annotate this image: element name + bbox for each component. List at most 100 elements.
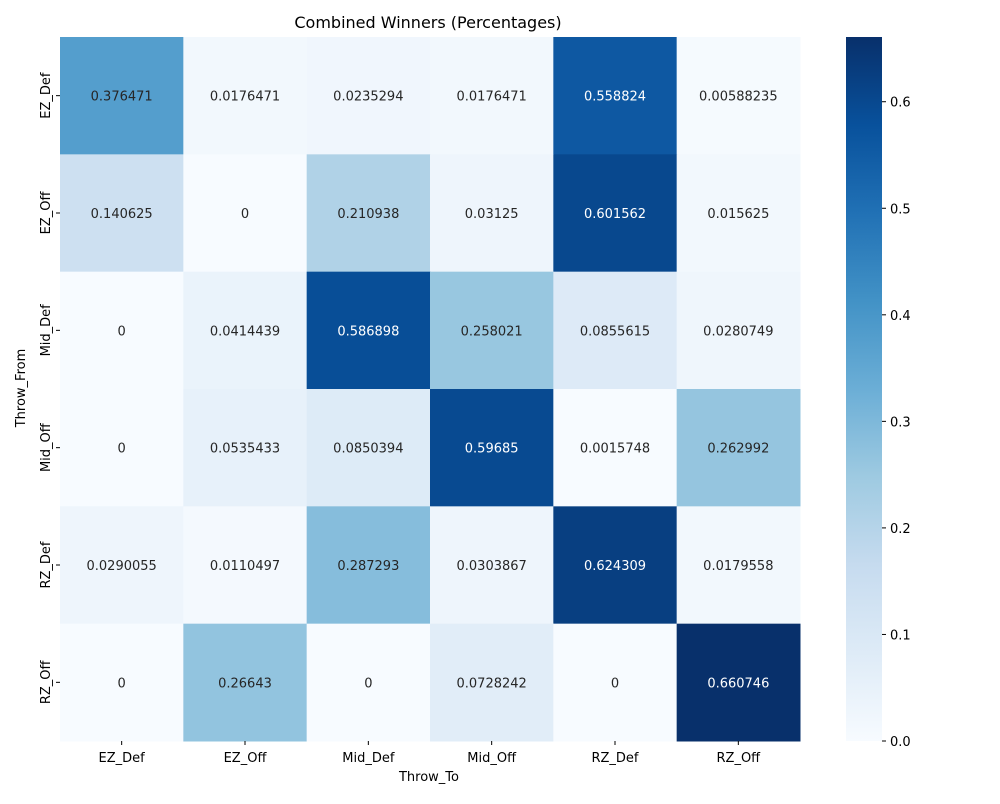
cell-value-label: 0.0414439: [210, 324, 280, 339]
heatmap-cell: [430, 37, 554, 155]
cell-value-label: 0.586898: [337, 324, 399, 339]
cell-value-label: 0.287293: [337, 559, 399, 574]
cell-value-label: 0.0855615: [580, 324, 650, 339]
cell-value-label: 0.03125: [465, 207, 519, 222]
cell-value-label: 0.0110497: [210, 559, 280, 574]
heatmap-cell: [430, 271, 554, 390]
colorbar-tick-label: 0.3: [890, 415, 911, 430]
cell-value-label: 0.558824: [584, 90, 646, 105]
heatmap-cell: [676, 154, 801, 273]
x-axis-label: Throw_To: [398, 770, 459, 785]
cell-value-label: 0.59685: [465, 442, 519, 457]
heatmap-cell: [676, 506, 801, 625]
heatmap-cell: [676, 271, 801, 390]
cell-value-label: 0.258021: [461, 324, 523, 339]
heatmap-cells: [60, 37, 801, 742]
y-tick-label: Mid_Off: [39, 422, 54, 472]
cell-value-label: 0: [241, 207, 249, 222]
cell-value-label: 0.0728242: [457, 676, 527, 691]
x-tick-label: RZ_Off: [717, 751, 762, 766]
cell-value-label: 0: [611, 676, 619, 691]
cell-value-label: 0.0290055: [87, 559, 157, 574]
heatmap-cell: [306, 389, 431, 507]
heatmap-cell: [183, 271, 308, 390]
cell-value-label: 0.0303867: [457, 559, 527, 574]
heatmap-cell: [183, 506, 308, 625]
heatmap-cell: [306, 623, 431, 742]
cell-value-label: 0.601562: [584, 207, 646, 222]
x-tick-label: Mid_Off: [467, 751, 517, 766]
x-axis: EZ_Def EZ_Off Mid_Def Mid_Off RZ_Def RZ_Off: [99, 741, 762, 766]
x-tick-label: Mid_Def: [342, 751, 395, 766]
colorbar-tick-label: 0.0: [890, 735, 911, 750]
heatmap-cell: [183, 37, 308, 155]
colorbar: 0.0 0.1 0.2 0.3 0.4 0.5 0.6: [846, 37, 911, 750]
cell-value-label: 0.140625: [91, 207, 153, 222]
heatmap-cell: [183, 389, 308, 507]
y-tick-label: Mid_Def: [39, 304, 54, 357]
cell-value-label: 0.0015748: [580, 442, 650, 457]
heatmap-cell: [676, 37, 801, 155]
y-axis-label: Throw_From: [14, 349, 29, 429]
heatmap-cell: [430, 389, 554, 507]
colorbar-tick-label: 0.6: [890, 96, 911, 111]
heatmap-cell: [306, 37, 431, 155]
heatmap-cell: [60, 37, 184, 155]
cell-value-label: 0.262992: [707, 442, 769, 457]
x-tick-label: EZ_Off: [224, 751, 268, 766]
heatmap-cell: [306, 271, 431, 390]
x-tick-label: RZ_Def: [591, 751, 638, 766]
heatmap-cell: [60, 506, 184, 625]
heatmap-cell: [553, 389, 678, 507]
cell-value-label: 0: [118, 676, 126, 691]
heatmap-cell: [676, 389, 801, 507]
cell-value-label: 0.0176471: [210, 90, 280, 105]
y-tick-label: RZ_Def: [39, 541, 54, 588]
heatmap-cell: [553, 623, 678, 742]
cell-value-label: 0.0280749: [703, 324, 773, 339]
colorbar-tick-label: 0.2: [890, 522, 911, 537]
cell-value-label: 0.00588235: [699, 90, 778, 105]
heatmap-cell: [60, 623, 184, 742]
chart-title: Combined Winners (Percentages): [294, 13, 561, 32]
heatmap-cell: [553, 37, 678, 155]
cell-value-label: 0.0176471: [457, 90, 527, 105]
cell-value-label: 0.660746: [707, 676, 769, 691]
colorbar-tick-label: 0.1: [890, 628, 911, 643]
cell-value-label: 0.015625: [707, 207, 769, 222]
heatmap-cell: [306, 506, 431, 625]
heatmap-cell: [553, 271, 678, 390]
heatmap-cell: [676, 623, 801, 742]
heatmap-cell: [553, 506, 678, 625]
cell-value-label: 0.0850394: [333, 442, 403, 457]
cell-value-label: 0.0235294: [333, 90, 403, 105]
cell-value-label: 0.0179558: [703, 559, 773, 574]
cell-value-label: 0.0535433: [210, 442, 280, 457]
y-tick-label: EZ_Off: [39, 191, 54, 235]
colorbar-tick-label: 0.5: [890, 202, 911, 217]
cell-value-label: 0.210938: [337, 207, 399, 222]
cell-value-label: 0.26643: [218, 676, 272, 691]
colorbar-gradient: [846, 37, 882, 741]
heatmap-cell: [183, 623, 308, 742]
cell-value-label: 0: [364, 676, 372, 691]
y-axis: EZ_Def EZ_Off Mid_Def Mid_Off RZ_Def RZ_Off: [39, 72, 60, 704]
heatmap-cell: [60, 389, 184, 507]
y-tick-label: RZ_Off: [39, 659, 54, 704]
y-tick-label: EZ_Def: [39, 72, 54, 119]
heatmap-cell: [60, 154, 184, 273]
heatmap-cell: [183, 154, 308, 273]
heatmap-cell: [430, 154, 554, 273]
heatmap-cell: [306, 154, 431, 273]
heatmap-cell: [60, 271, 184, 390]
cell-value-labels: 0.376471 0.0176471 0.0235294 0.0176471 0.558…: [87, 90, 778, 692]
heatmap-cell: [430, 506, 554, 625]
heatmap-cell: [430, 623, 554, 742]
x-tick-label: EZ_Def: [99, 751, 146, 766]
colorbar-tick-label: 0.4: [890, 309, 911, 324]
cell-value-label: 0.376471: [91, 90, 153, 105]
cell-value-label: 0: [118, 442, 126, 457]
cell-value-label: 0: [118, 324, 126, 339]
